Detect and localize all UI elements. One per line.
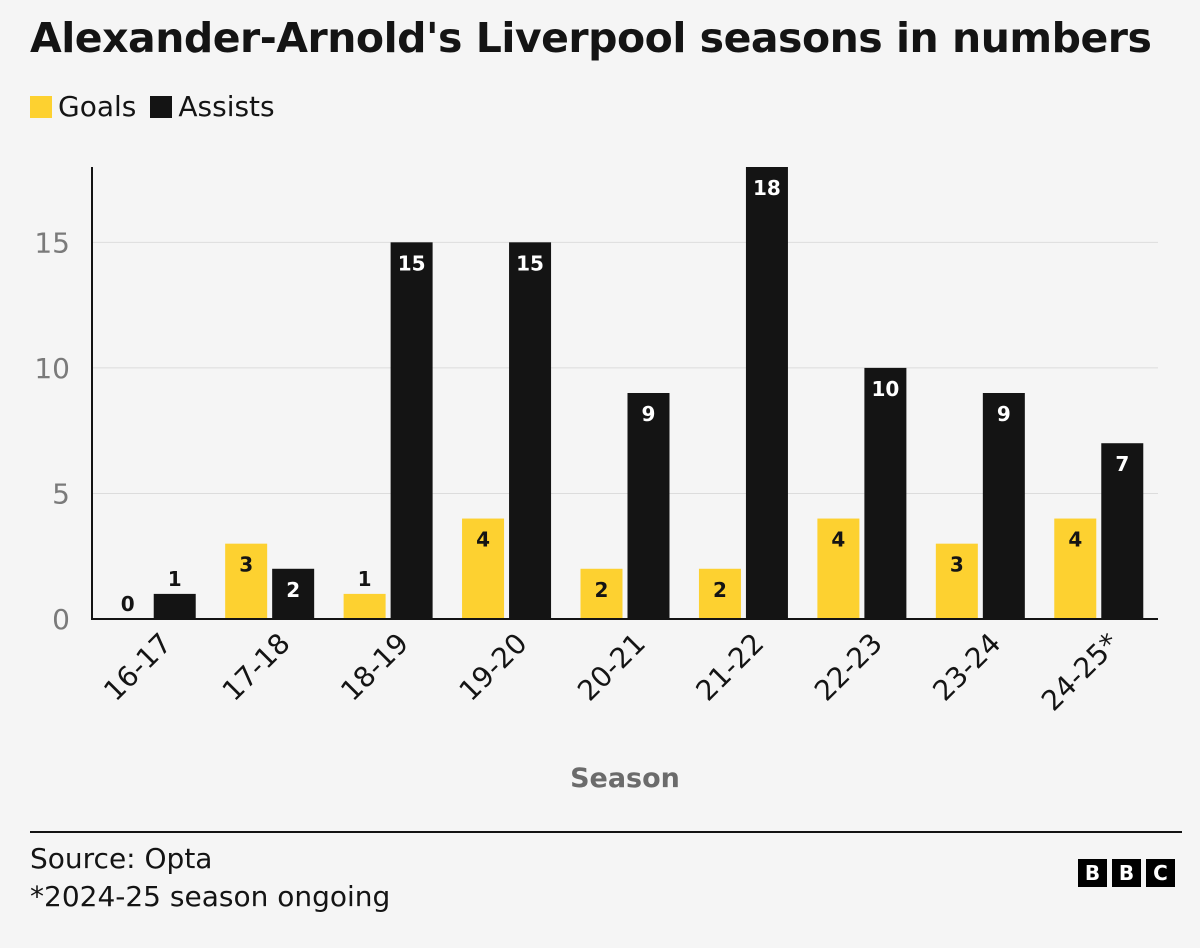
x-tick-label: 18-19: [334, 627, 415, 708]
assists-data-label: 9: [642, 402, 656, 426]
assists-data-label: 9: [997, 402, 1011, 426]
x-tick-label: 16-17: [97, 627, 178, 708]
chart-legend: Goals Assists: [30, 90, 275, 123]
legend-item-assists: Assists: [150, 90, 275, 123]
assists-bar: [627, 393, 670, 619]
goals-data-label: 4: [1068, 528, 1082, 552]
assists-data-label: 2: [286, 578, 300, 602]
goals-data-label: 1: [358, 567, 372, 591]
legend-label-assists: Assists: [178, 90, 275, 123]
y-tick-label: 15: [34, 226, 70, 259]
x-tick-label: 17-18: [216, 627, 297, 708]
y-tick-label: 0: [52, 603, 70, 636]
x-tick-label: 23-24: [926, 627, 1007, 708]
source-text: Source: Opta: [30, 842, 213, 875]
assists-data-label: 7: [1115, 452, 1129, 476]
y-tick-label: 5: [52, 477, 70, 510]
legend-item-goals: Goals: [30, 90, 136, 123]
x-tick-label: 19-20: [453, 627, 534, 708]
bbc-logo: B B C: [1078, 859, 1175, 887]
goals-data-label: 2: [713, 578, 727, 602]
goals-bar: [1054, 518, 1097, 619]
assists-bar: [982, 393, 1025, 619]
legend-swatch-assists: [150, 95, 173, 118]
legend-label-goals: Goals: [58, 90, 137, 123]
goals-data-label: 3: [950, 553, 964, 577]
bar-chart: 0 5 10 15 0 1 16-17 3 2 17-18 1 15 18-19 4 15 19-20 2 9 20…: [34, 167, 1158, 794]
assists-bar: [153, 593, 196, 619]
goals-bar: [580, 568, 623, 619]
y-tick-label: 10: [34, 352, 70, 385]
goals-bar: [817, 518, 860, 619]
assists-data-label: 1: [168, 567, 182, 591]
footnote-text: *2024-25 season ongoing: [30, 880, 391, 913]
assists-data-label: 18: [753, 176, 781, 200]
x-axis-title: Season: [570, 763, 680, 794]
assists-bar: [509, 242, 552, 620]
goals-data-label: 4: [476, 528, 490, 552]
assists-bar: [745, 167, 788, 619]
goals-data-label: 3: [239, 553, 253, 577]
goals-bar: [225, 543, 268, 619]
bbc-logo-block: C: [1146, 859, 1175, 887]
assists-bar: [272, 568, 315, 619]
assists-bar: [390, 242, 433, 620]
footer-divider: [30, 831, 1182, 833]
x-tick-label: 21-22: [690, 627, 771, 708]
legend-swatch-goals: [30, 95, 52, 118]
goals-bar: [698, 568, 741, 619]
goals-data-label: 2: [595, 578, 609, 602]
goals-bar: [935, 543, 978, 619]
bbc-logo-block: B: [1112, 859, 1141, 887]
assists-bar: [1101, 443, 1144, 619]
goals-bar: [343, 593, 386, 619]
assists-bar: [864, 367, 907, 619]
x-tick-label: 22-23: [808, 627, 889, 708]
chart-title: Alexander-Arnold's Liverpool seasons in …: [30, 14, 1152, 62]
bbc-logo-block: B: [1078, 859, 1107, 887]
x-tick-label: 24-25*: [1035, 627, 1126, 718]
x-tick-label: 20-21: [571, 627, 652, 708]
goals-data-label: 4: [831, 528, 845, 552]
assists-data-label: 10: [871, 377, 899, 401]
assists-data-label: 15: [398, 251, 426, 275]
footer-notes: Source: Opta *2024-25 season ongoing: [30, 840, 390, 916]
goals-bar: [462, 518, 505, 619]
assists-data-label: 15: [516, 251, 544, 275]
goals-data-label: 0: [121, 592, 135, 616]
